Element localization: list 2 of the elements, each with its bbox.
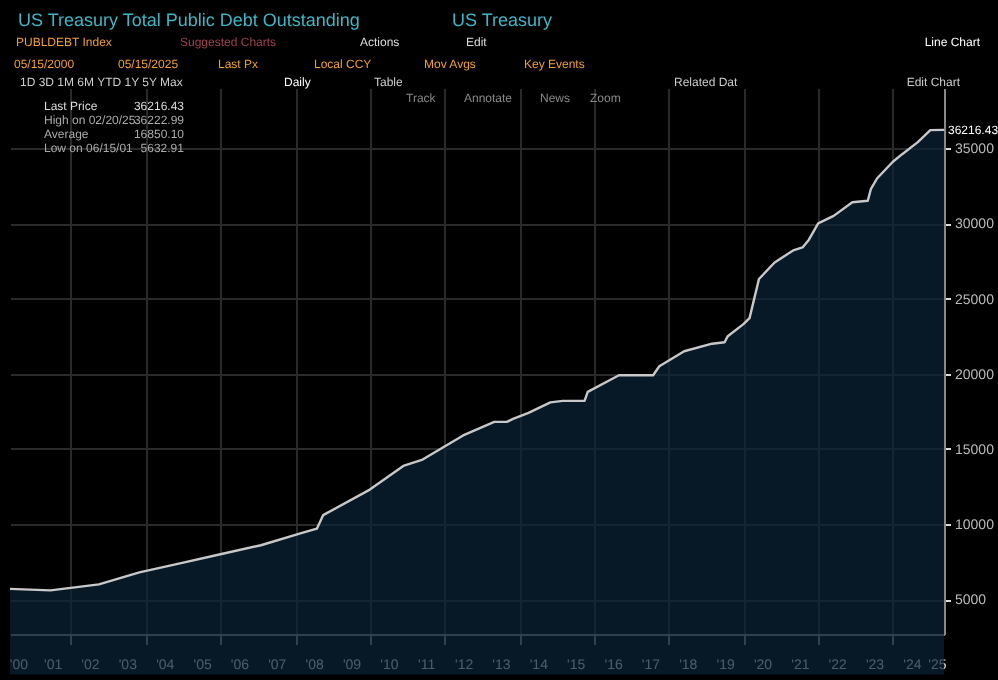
chart-title: US Treasury Total Public Debt Outstanding (18, 10, 360, 30)
chart-subtitle: US Treasury (452, 10, 554, 30)
